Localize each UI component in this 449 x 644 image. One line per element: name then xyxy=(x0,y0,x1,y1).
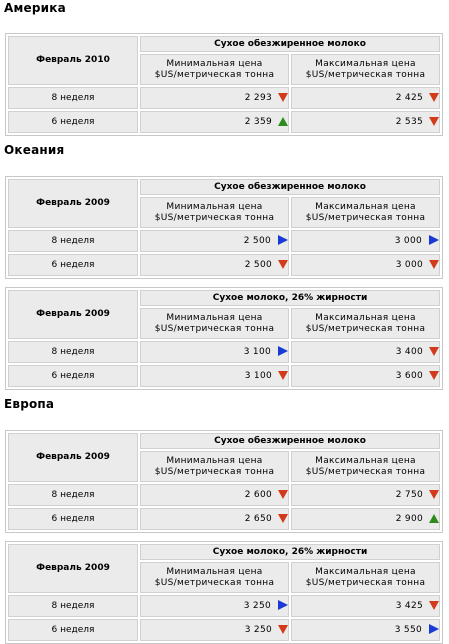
table-row: 6 неделя 3 250 3 550 xyxy=(8,619,440,641)
region-title-america: Америка xyxy=(4,1,66,15)
product-label: Сухое обезжиренное молоко xyxy=(140,179,440,195)
right-arrow-icon xyxy=(278,235,288,246)
min-price-cell: 2 500 xyxy=(140,230,289,252)
max-price-cell: 3 600 xyxy=(291,365,440,387)
right-arrow-icon xyxy=(429,624,439,635)
min-price-cell: 3 250 xyxy=(140,595,289,617)
product-label: Сухое обезжиренное молоко xyxy=(140,36,440,52)
max-price-cell: 3 000 xyxy=(291,230,440,252)
month-label: Февраль 2010 xyxy=(8,36,138,85)
min-price-cell: 2 600 xyxy=(140,484,289,506)
week-label: 8 неделя xyxy=(8,595,138,617)
down-arrow-icon xyxy=(278,92,288,102)
table-row: 6 неделя 2 650 2 900 xyxy=(8,508,440,530)
table-row: 6 неделя 2 500 3 000 xyxy=(8,254,440,276)
table-row: 8 неделя 3 100 3 400 xyxy=(8,341,440,363)
price-table-oceania-wmp: Февраль 2009 Сухое молоко, 26% жирности … xyxy=(5,287,443,390)
max-price-header: Максимальная цена $US/метрическая тонна xyxy=(291,451,440,482)
month-label: Февраль 2009 xyxy=(8,290,138,339)
min-price-header: Минимальная цена $US/метрическая тонна xyxy=(140,451,289,482)
max-price-header: Максимальная цена $US/метрическая тонна xyxy=(291,54,440,85)
price-table-oceania-smp: Февраль 2009 Сухое обезжиренное молоко М… xyxy=(5,176,443,279)
min-price-cell: 2 293 xyxy=(140,87,289,109)
min-price-header: Минимальная цена $US/метрическая тонна xyxy=(140,197,289,228)
down-arrow-icon xyxy=(429,489,439,499)
min-price-cell: 3 100 xyxy=(140,341,289,363)
table-row: 8 неделя 2 500 3 000 xyxy=(8,230,440,252)
product-label: Сухое молоко, 26% жирности xyxy=(140,290,440,306)
table-row: 8 неделя 2 293 2 425 xyxy=(8,87,440,109)
down-arrow-icon xyxy=(429,600,439,610)
price-table-america-smp: Февраль 2010 Сухое обезжиренное молоко М… xyxy=(5,33,443,136)
month-label: Февраль 2009 xyxy=(8,433,138,482)
down-arrow-icon xyxy=(429,92,439,102)
right-arrow-icon xyxy=(429,235,439,246)
down-arrow-icon xyxy=(429,259,439,269)
min-price-header: Минимальная цена $US/метрическая тонна xyxy=(140,54,289,85)
min-price-cell: 2 650 xyxy=(140,508,289,530)
week-label: 8 неделя xyxy=(8,87,138,109)
min-price-cell: 2 359 xyxy=(140,111,289,133)
max-price-cell: 3 000 xyxy=(291,254,440,276)
table-row: 8 неделя 2 600 2 750 xyxy=(8,484,440,506)
down-arrow-icon xyxy=(278,370,288,380)
down-arrow-icon xyxy=(278,513,288,523)
down-arrow-icon xyxy=(429,116,439,126)
down-arrow-icon xyxy=(429,370,439,380)
min-price-header: Минимальная цена $US/метрическая тонна xyxy=(140,308,289,339)
price-table-europe-wmp: Февраль 2009 Сухое молоко, 26% жирности … xyxy=(5,541,443,644)
table-row: 6 неделя 2 359 2 535 xyxy=(8,111,440,133)
min-price-cell: 3 100 xyxy=(140,365,289,387)
month-label: Февраль 2009 xyxy=(8,544,138,593)
right-arrow-icon xyxy=(278,346,288,357)
region-title-europe: Европа xyxy=(4,397,55,411)
max-price-header: Максимальная цена $US/метрическая тонна xyxy=(291,197,440,228)
max-price-cell: 3 400 xyxy=(291,341,440,363)
down-arrow-icon xyxy=(278,259,288,269)
price-table-europe-smp: Февраль 2009 Сухое обезжиренное молоко М… xyxy=(5,430,443,533)
table-row: 6 неделя 3 100 3 600 xyxy=(8,365,440,387)
week-label: 8 неделя xyxy=(8,341,138,363)
week-label: 6 неделя xyxy=(8,111,138,133)
min-price-header: Минимальная цена $US/метрическая тонна xyxy=(140,562,289,593)
product-label: Сухое обезжиренное молоко xyxy=(140,433,440,449)
min-price-cell: 2 500 xyxy=(140,254,289,276)
max-price-cell: 2 750 xyxy=(291,484,440,506)
up-arrow-icon xyxy=(278,116,288,126)
down-arrow-icon xyxy=(278,489,288,499)
week-label: 8 неделя xyxy=(8,230,138,252)
max-price-cell: 3 425 xyxy=(291,595,440,617)
week-label: 8 неделя xyxy=(8,484,138,506)
region-title-oceania: Океания xyxy=(4,143,65,157)
week-label: 6 неделя xyxy=(8,508,138,530)
week-label: 6 неделя xyxy=(8,365,138,387)
max-price-header: Максимальная цена $US/метрическая тонна xyxy=(291,308,440,339)
max-price-header: Максимальная цена $US/метрическая тонна xyxy=(291,562,440,593)
product-label: Сухое молоко, 26% жирности xyxy=(140,544,440,560)
down-arrow-icon xyxy=(278,624,288,634)
up-arrow-icon xyxy=(429,513,439,523)
month-label: Февраль 2009 xyxy=(8,179,138,228)
week-label: 6 неделя xyxy=(8,254,138,276)
table-row: 8 неделя 3 250 3 425 xyxy=(8,595,440,617)
max-price-cell: 2 900 xyxy=(291,508,440,530)
max-price-cell: 2 425 xyxy=(291,87,440,109)
right-arrow-icon xyxy=(278,600,288,611)
max-price-cell: 2 535 xyxy=(291,111,440,133)
down-arrow-icon xyxy=(429,346,439,356)
